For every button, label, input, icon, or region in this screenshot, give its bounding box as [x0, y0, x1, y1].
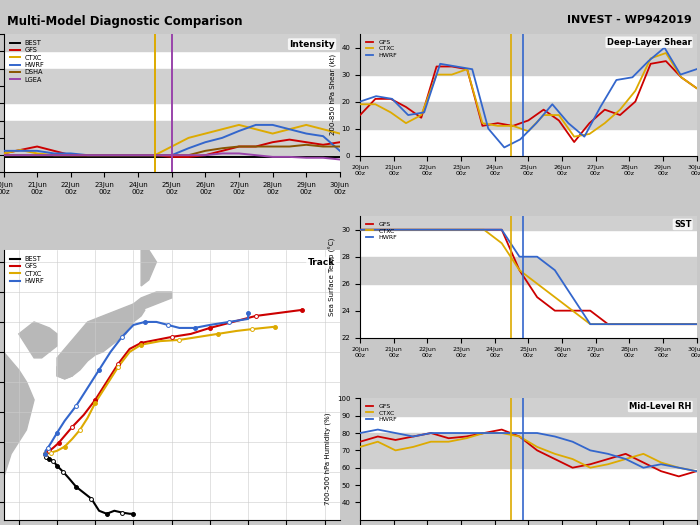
Text: SST: SST: [674, 220, 692, 229]
Polygon shape: [72, 356, 88, 364]
Bar: [4, 69, 340, 103]
Polygon shape: [134, 292, 172, 310]
Polygon shape: [141, 250, 156, 286]
Legend: GFS, CTXC, HWRF: GFS, CTXC, HWRF: [363, 219, 400, 243]
Text: Intensity: Intensity: [289, 40, 335, 49]
Polygon shape: [19, 322, 57, 358]
Bar: [4, 121, 340, 155]
Bar: [360, 398, 696, 416]
Legend: BEST, GFS, CTXC, HWRF: BEST, GFS, CTXC, HWRF: [7, 254, 47, 287]
Text: Multi-Model Diagnostic Comparison: Multi-Model Diagnostic Comparison: [7, 15, 242, 28]
Text: Mid-Level RH: Mid-Level RH: [629, 402, 692, 411]
Bar: [360, 433, 696, 468]
Y-axis label: Sea Surface Temp (°C): Sea Surface Temp (°C): [328, 238, 336, 316]
Text: Deep-Layer Shear: Deep-Layer Shear: [607, 38, 692, 47]
Legend: BEST, GFS, CTXC, HWRF, DSHA, LGEA: BEST, GFS, CTXC, HWRF, DSHA, LGEA: [7, 37, 47, 86]
Polygon shape: [57, 304, 145, 379]
Y-axis label: 700-500 hPa Humidity (%): 700-500 hPa Humidity (%): [325, 413, 331, 505]
Bar: [360, 257, 696, 284]
Bar: [360, 216, 696, 230]
Bar: [360, 101, 696, 129]
Legend: GFS, CTXC, HWRF: GFS, CTXC, HWRF: [363, 37, 400, 60]
Text: Track: Track: [307, 258, 335, 267]
Legend: GFS, CTXC, HWRF: GFS, CTXC, HWRF: [363, 402, 400, 425]
Text: INVEST - WP942019: INVEST - WP942019: [567, 15, 692, 25]
Polygon shape: [57, 364, 72, 379]
Bar: [360, 34, 696, 75]
Bar: [4, 34, 340, 51]
Y-axis label: 200-850 hPa Shear (kt): 200-850 hPa Shear (kt): [329, 54, 336, 135]
Polygon shape: [4, 250, 34, 478]
